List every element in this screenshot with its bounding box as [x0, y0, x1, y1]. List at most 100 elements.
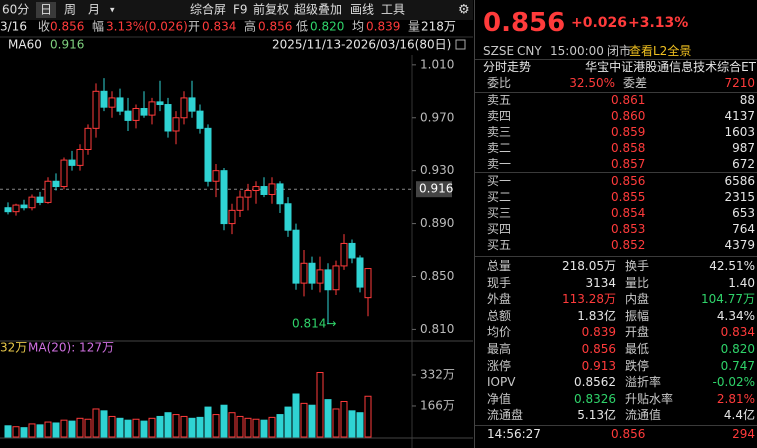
stat-label: 均价 [487, 325, 512, 339]
volume-bar [348, 410, 356, 438]
kline-panel: ▾ ⚙ 60分日周月综合屏 F9 前复权 超级叠加 画线 工具3/16 收 0.856 幅 3.1… [0, 0, 473, 448]
volume-bar [100, 410, 108, 438]
toolbar-button[interactable]: 月 [88, 3, 100, 17]
separator [475, 59, 757, 60]
book-label: 卖二 [487, 141, 512, 155]
toolbar-button[interactable]: 周 [64, 3, 76, 17]
stat-value: 5.13亿 [577, 408, 616, 422]
info-field: 高 [244, 19, 256, 34]
candle-body [164, 104, 172, 132]
candle-body [132, 107, 140, 121]
toolbar [0, 0, 473, 20]
ratio-label: 委比 [487, 76, 512, 90]
toolbar-button[interactable]: F9 [233, 3, 248, 17]
info-field: 0.856 [258, 20, 292, 34]
info-field: 收 [38, 20, 50, 34]
toolbar-button[interactable]: 综合屏 [190, 2, 226, 17]
candle-body [284, 203, 292, 231]
info-field: 低 [296, 20, 308, 34]
stat-label: 最低 [625, 342, 650, 356]
stat-value: 113.28万 [562, 292, 616, 306]
quote-meta: CNY [517, 44, 542, 58]
book-volume: 987 [732, 141, 755, 155]
book-price: 0.853 [611, 222, 646, 236]
stat-value: 1.40 [728, 276, 755, 290]
volume-bar [300, 402, 308, 438]
book-price: 0.860 [611, 109, 646, 123]
book-price: 0.859 [611, 125, 646, 139]
book-volume: 4137 [724, 109, 755, 123]
volume-bar [228, 412, 236, 438]
tab[interactable]: 分时走势 [483, 60, 532, 74]
toolbar-button[interactable]: 60分 [2, 3, 29, 17]
volume-bar [44, 421, 52, 438]
stat-value: 1.83亿 [577, 309, 616, 323]
volume-bar [60, 419, 68, 438]
candle-body [348, 242, 356, 259]
dropdown-icon[interactable]: ▾ [110, 6, 115, 16]
candle-body [68, 159, 76, 166]
book-label: 买二 [487, 190, 512, 204]
settings-icon[interactable]: ⚙ [458, 3, 470, 18]
book-label: 卖五 [487, 93, 512, 107]
toolbar-button[interactable]: 前复权 [253, 2, 289, 17]
candle-body [228, 209, 236, 225]
candle-body [44, 180, 52, 203]
book-volume: 2315 [724, 190, 755, 204]
volume-bar [28, 423, 36, 438]
stat-label: 外盘 [487, 292, 512, 306]
stat-value: 4.34% [716, 309, 755, 323]
candle-body [28, 196, 36, 209]
volume-tick-label: 166万 [420, 398, 455, 412]
candle-body [148, 101, 156, 116]
volume-bar [148, 417, 156, 438]
volume-tick-label: 332万 [420, 367, 455, 381]
candle-body [252, 186, 260, 192]
quote-meta: 15:00:00 [550, 44, 604, 58]
book-label: 买五 [487, 238, 512, 252]
range-icon[interactable] [455, 39, 466, 50]
tick-price: 0.856 [611, 427, 646, 441]
l2-link[interactable]: 查看L2全景 [629, 44, 692, 58]
volume-bar [220, 404, 228, 438]
stat-value: 42.51% [709, 259, 755, 273]
info-field: 218万 [421, 20, 456, 34]
info-field: 0.856 [50, 20, 84, 34]
toolbar-button[interactable]: 日 [40, 3, 52, 17]
candle-body [308, 262, 316, 284]
volume-bar [52, 422, 60, 438]
separator [475, 425, 757, 426]
candle-body [244, 190, 252, 198]
candle-body [84, 127, 92, 151]
candle-body [52, 180, 60, 188]
candle-body [204, 127, 212, 182]
stat-label: 最高 [487, 342, 512, 356]
percent: +3.13% [628, 15, 689, 31]
toolbar-button[interactable]: 工具 [381, 3, 405, 17]
volume-bar [108, 415, 116, 438]
volume-bar [260, 419, 268, 438]
toolbar-button[interactable]: 画线 [350, 3, 374, 17]
volume-bar [244, 417, 252, 438]
stat-label: 升贴水率 [625, 392, 674, 406]
candle-body [340, 242, 348, 267]
candle-body [116, 97, 124, 112]
y-tick-label: 0.970 [420, 110, 454, 124]
y-tick-label: 0.890 [420, 216, 454, 230]
candle-body [276, 183, 284, 205]
stat-label: 净值 [487, 392, 512, 406]
candle-body [188, 97, 196, 112]
candle-body [292, 229, 300, 284]
stat-value: 3134 [585, 276, 616, 290]
stat-value: -0.02% [712, 375, 755, 389]
stat-label: 量比 [625, 276, 650, 290]
candle-body [156, 101, 164, 106]
book-label: 卖四 [487, 109, 512, 123]
candle-body [364, 268, 372, 299]
info-field: 3/16 [0, 20, 27, 34]
toolbar-button[interactable]: 超级叠加 [294, 2, 342, 17]
info-field: 0.820 [310, 20, 344, 34]
volume-bar [236, 415, 244, 438]
tick-time: 14:56:27 [487, 427, 541, 441]
volume-bar [132, 418, 140, 438]
